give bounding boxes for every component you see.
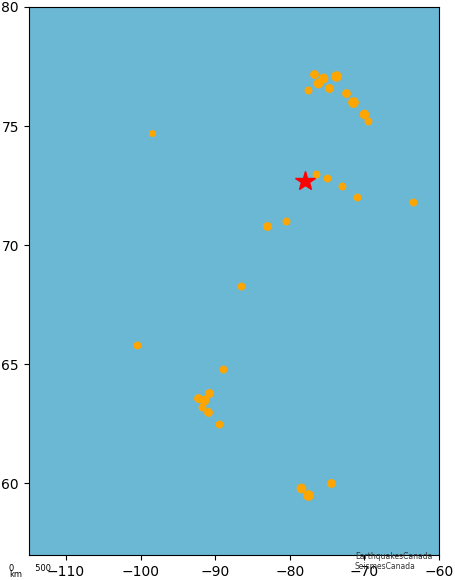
Text: EarthquakesCanada
SeismesCanada: EarthquakesCanada SeismesCanada [355, 552, 432, 571]
Text: 0        500: 0 500 [9, 564, 51, 573]
Text: km: km [9, 570, 22, 579]
